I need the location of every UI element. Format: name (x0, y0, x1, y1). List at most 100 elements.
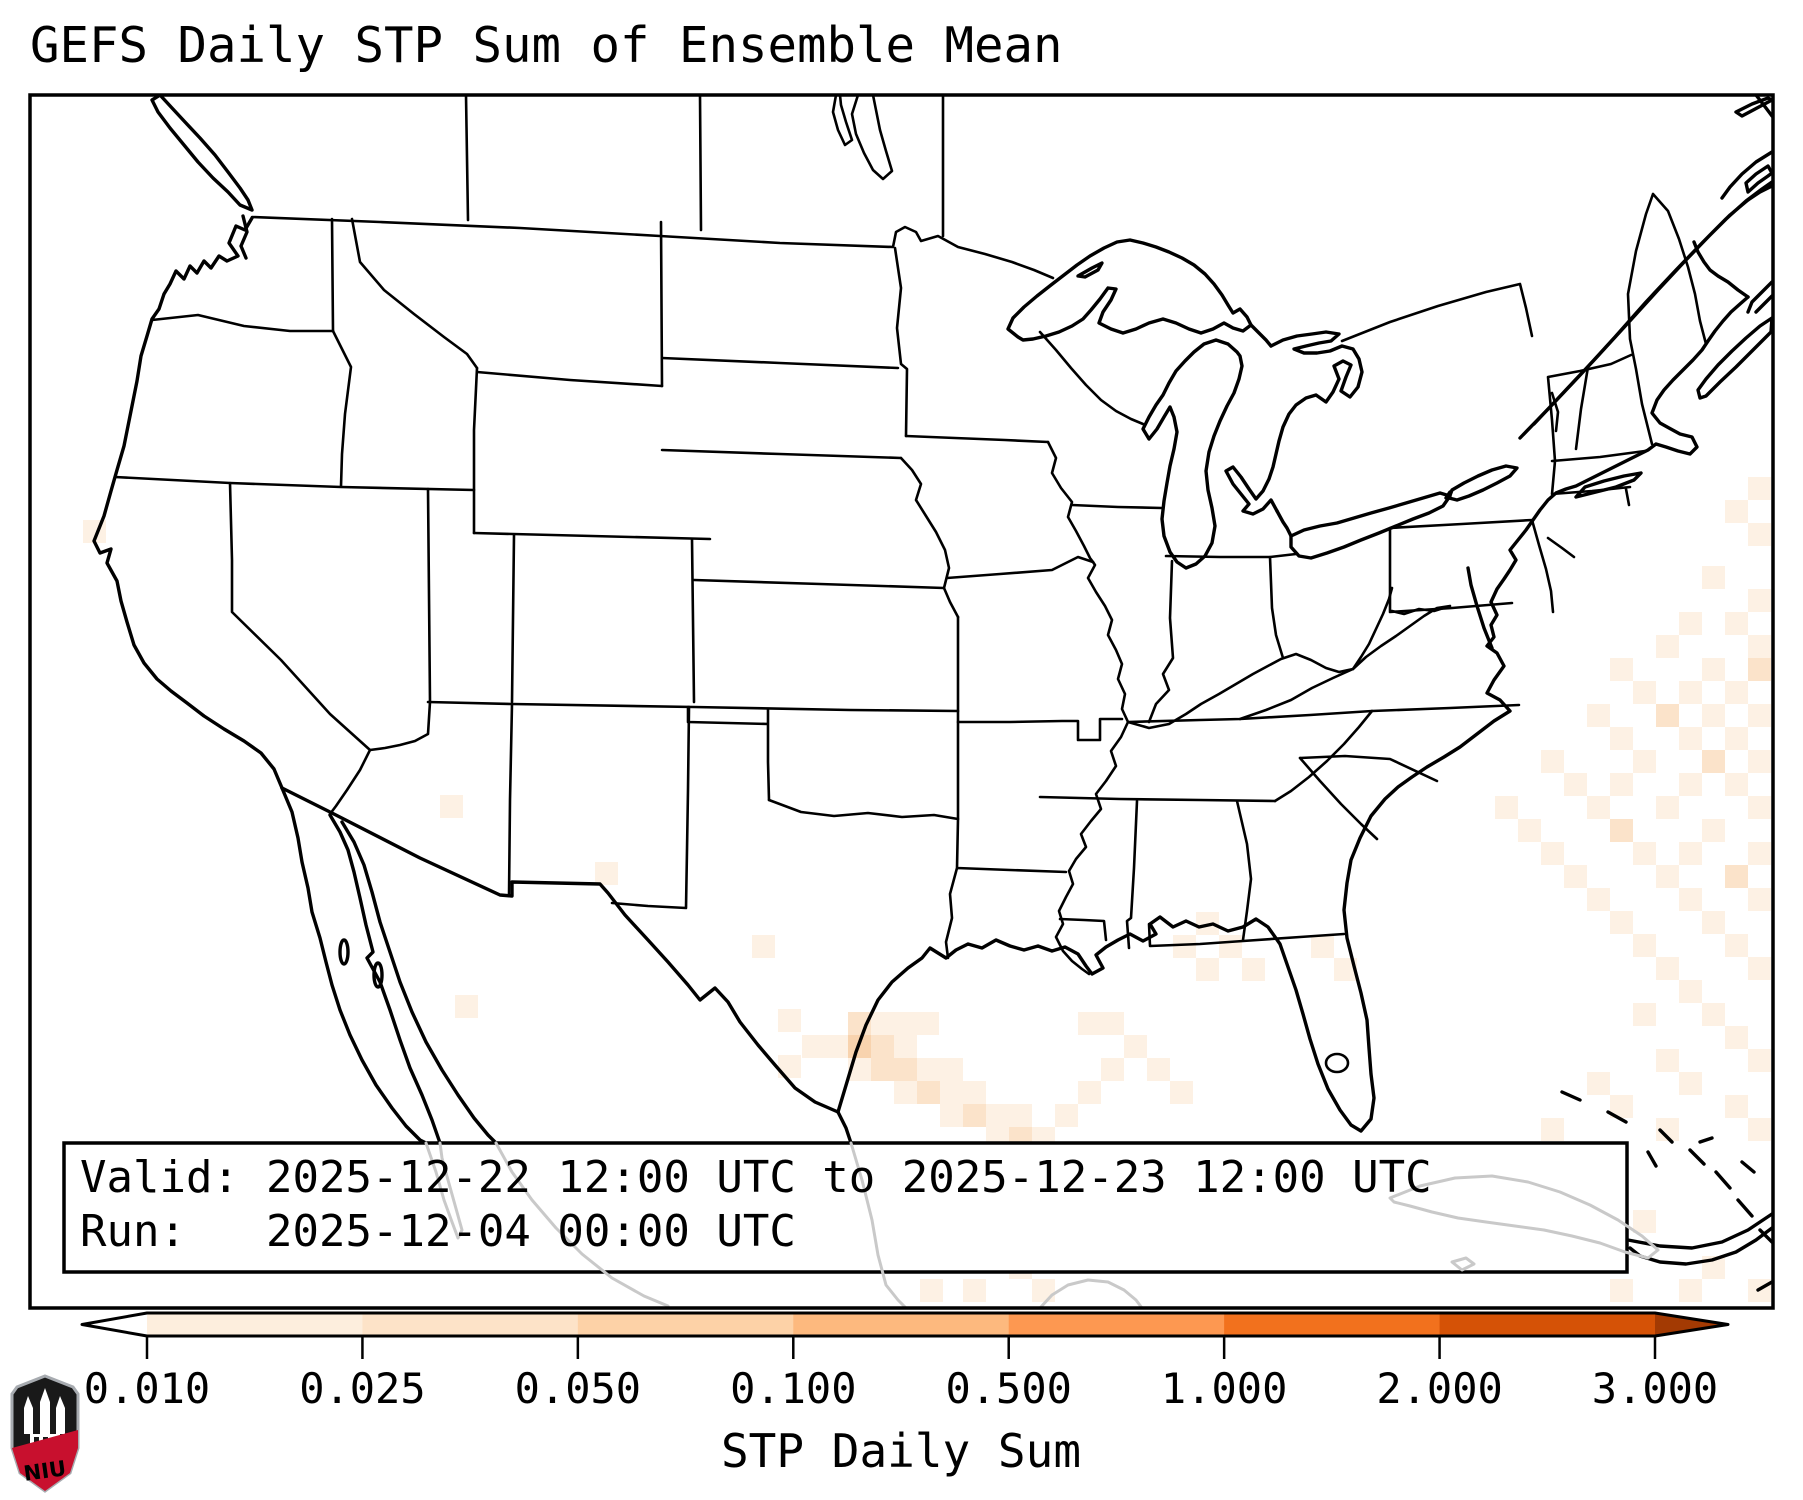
stp-cell (1748, 589, 1771, 612)
colorbar-over-arrow (1655, 1313, 1728, 1336)
parallel-37-line (426, 700, 960, 713)
utah-colorado-border (510, 533, 516, 704)
stp-cell (1748, 523, 1771, 546)
sonora-coast (340, 820, 498, 1145)
missouri-oklahoma-arkansas-line (944, 615, 1068, 960)
stp-cell (1748, 750, 1771, 773)
secondary-coastlines-layer (424, 1141, 1660, 1308)
baja-california-coast (280, 786, 428, 1145)
stp-cell (871, 1058, 894, 1081)
state-borders-layer (113, 95, 1708, 1074)
hispaniola-corner (1756, 1280, 1773, 1292)
tennessee-northcarolina-border (1273, 709, 1374, 803)
stp-cell (1610, 1279, 1633, 1302)
stp-cell (1748, 796, 1771, 819)
lake-erie (1289, 491, 1452, 560)
stp-cell (1702, 1003, 1725, 1026)
stp-cell (1610, 727, 1633, 750)
stp-cell (1702, 566, 1725, 589)
stp-cell (1656, 865, 1679, 888)
georgia-southcarolina-border (1298, 756, 1379, 841)
colorbar-tick-label: 2.000 (1376, 1364, 1502, 1413)
stp-cell (1101, 1058, 1124, 1081)
valid-label: Valid: (80, 1152, 239, 1203)
stp-cell (1725, 934, 1748, 957)
stp-cell (916, 1012, 939, 1035)
stp-cell (1101, 1012, 1124, 1035)
stp-cell (752, 935, 775, 958)
stp-cell (1748, 842, 1771, 865)
stp-cell (1147, 1058, 1170, 1081)
niu-red-band (12, 1430, 78, 1491)
north-south-dakota-border (660, 356, 900, 370)
montana-dakota-border (659, 220, 664, 388)
stp-cell (1587, 704, 1610, 727)
colorbar-segment (793, 1313, 1010, 1336)
cape-breton (1746, 280, 1773, 314)
stp-cell (440, 795, 463, 818)
pennsylvania-borders (1388, 518, 1576, 614)
gulf-atlantic-coastline (836, 295, 1750, 1133)
lake-ontario (1447, 464, 1519, 502)
stp-cell (825, 1035, 848, 1058)
southdakota-nebraska-border (660, 448, 903, 460)
stp-cell (1702, 819, 1725, 842)
stp-cell (1610, 911, 1633, 934)
stp-cell (940, 1058, 963, 1081)
stp-cell (1679, 612, 1702, 635)
iowa-missouri-border (945, 555, 1095, 580)
stp-cell (1633, 1210, 1656, 1233)
stp-cell (940, 1104, 963, 1127)
california-nevada-border (228, 481, 372, 816)
colorbar-tick-label: 0.010 (84, 1364, 210, 1413)
idaho-montana-border (350, 217, 479, 370)
run-label: Run: (80, 1206, 186, 1257)
louisiana-mississippi-border (1058, 917, 1108, 942)
colorbar-segment (147, 1313, 364, 1336)
lake-michigan (1141, 338, 1244, 570)
mexico-west-coast-gray (494, 1141, 670, 1308)
map-frame (28, 93, 1775, 1310)
stp-cell (1633, 934, 1656, 957)
stp-cell (1495, 796, 1518, 819)
missouri-river-border (899, 456, 960, 619)
stp-cell (1610, 819, 1633, 842)
parallel-42-line (113, 475, 476, 492)
stp-cell (963, 1104, 986, 1127)
stp-cell (1656, 957, 1679, 980)
stp-cell (1633, 750, 1656, 773)
stp-cell (1610, 773, 1633, 796)
stp-cell (1702, 704, 1725, 727)
tamaulipas-coast-stub (836, 1110, 853, 1145)
stp-cell (1702, 911, 1725, 934)
wisconsin-illinois-border (1070, 503, 1164, 510)
westvirginia-virginia-border (1238, 604, 1452, 721)
run-value: 2025-12-04 00:00 UTC (266, 1206, 796, 1257)
stp-cell (1610, 1095, 1633, 1118)
stp-cell (1679, 1072, 1702, 1095)
stp-cell (894, 1058, 917, 1081)
stp-cell (1748, 658, 1771, 681)
colorbar-under-arrow (82, 1313, 147, 1336)
stp-cell (963, 1279, 986, 1302)
stp-cell (894, 1035, 917, 1058)
stp-cell (1656, 704, 1679, 727)
florida-north-border (1147, 922, 1346, 948)
ohio-river (1126, 586, 1394, 730)
colorbar-tick-label: 3.000 (1592, 1364, 1718, 1413)
cuba-outline (1388, 1174, 1660, 1272)
stp-cell (1124, 1035, 1147, 1058)
stp-cell (1725, 727, 1748, 750)
stp-cell (1748, 888, 1771, 911)
stp-cell (1702, 750, 1725, 773)
colorbar-segment (577, 1313, 794, 1336)
stp-cell (1242, 958, 1265, 981)
colorbar-axis-label: STP Daily Sum (721, 1424, 1081, 1478)
stp-cell (1032, 1279, 1055, 1302)
stp-cell (1633, 842, 1656, 865)
stp-cell (1541, 750, 1564, 773)
stp-cell (1610, 658, 1633, 681)
stp-cell (1748, 957, 1771, 980)
stp-cell (871, 1012, 894, 1035)
